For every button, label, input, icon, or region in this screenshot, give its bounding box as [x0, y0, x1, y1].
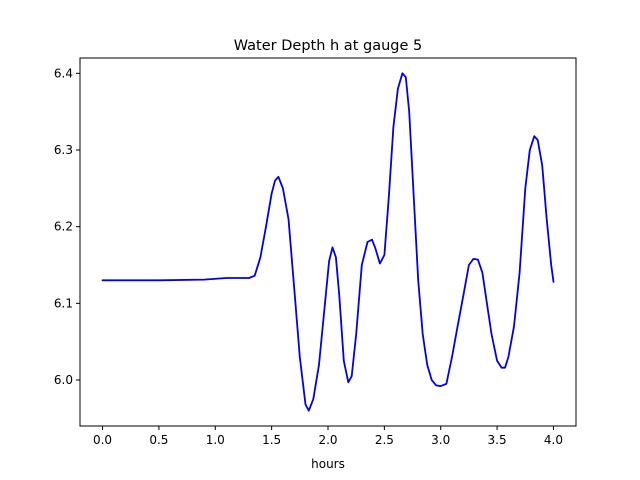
x-tick-label: 3.5	[488, 433, 507, 447]
x-tick-label: 1.0	[206, 433, 225, 447]
y-tick-label: 6.1	[54, 296, 73, 310]
series-line	[101, 72, 555, 412]
chart-title: Water Depth h at gauge 5	[234, 38, 422, 54]
plot-area-frame	[79, 57, 577, 427]
x-tick-label: 3.0	[431, 433, 450, 447]
y-tick-label: 6.2	[54, 220, 73, 234]
y-tick-label: 6.0	[54, 373, 73, 387]
x-axis-label: hours	[311, 457, 345, 471]
x-tick-label: 4.0	[544, 433, 563, 447]
axis-ticks: 0.0 0.5 1.0 1.5 2.0 2.5 3.0 3.5 4.0 6.0 6.1 6.2 6.3 6…	[54, 66, 563, 447]
y-tick-label: 6.3	[54, 143, 73, 157]
y-tick-label: 6.4	[54, 66, 73, 80]
x-tick-label: 2.0	[318, 433, 337, 447]
x-tick-label: 1.5	[262, 433, 281, 447]
x-tick-label: 2.5	[375, 433, 394, 447]
x-tick-label: 0.5	[149, 433, 168, 447]
x-tick-label: 0.0	[93, 433, 112, 447]
